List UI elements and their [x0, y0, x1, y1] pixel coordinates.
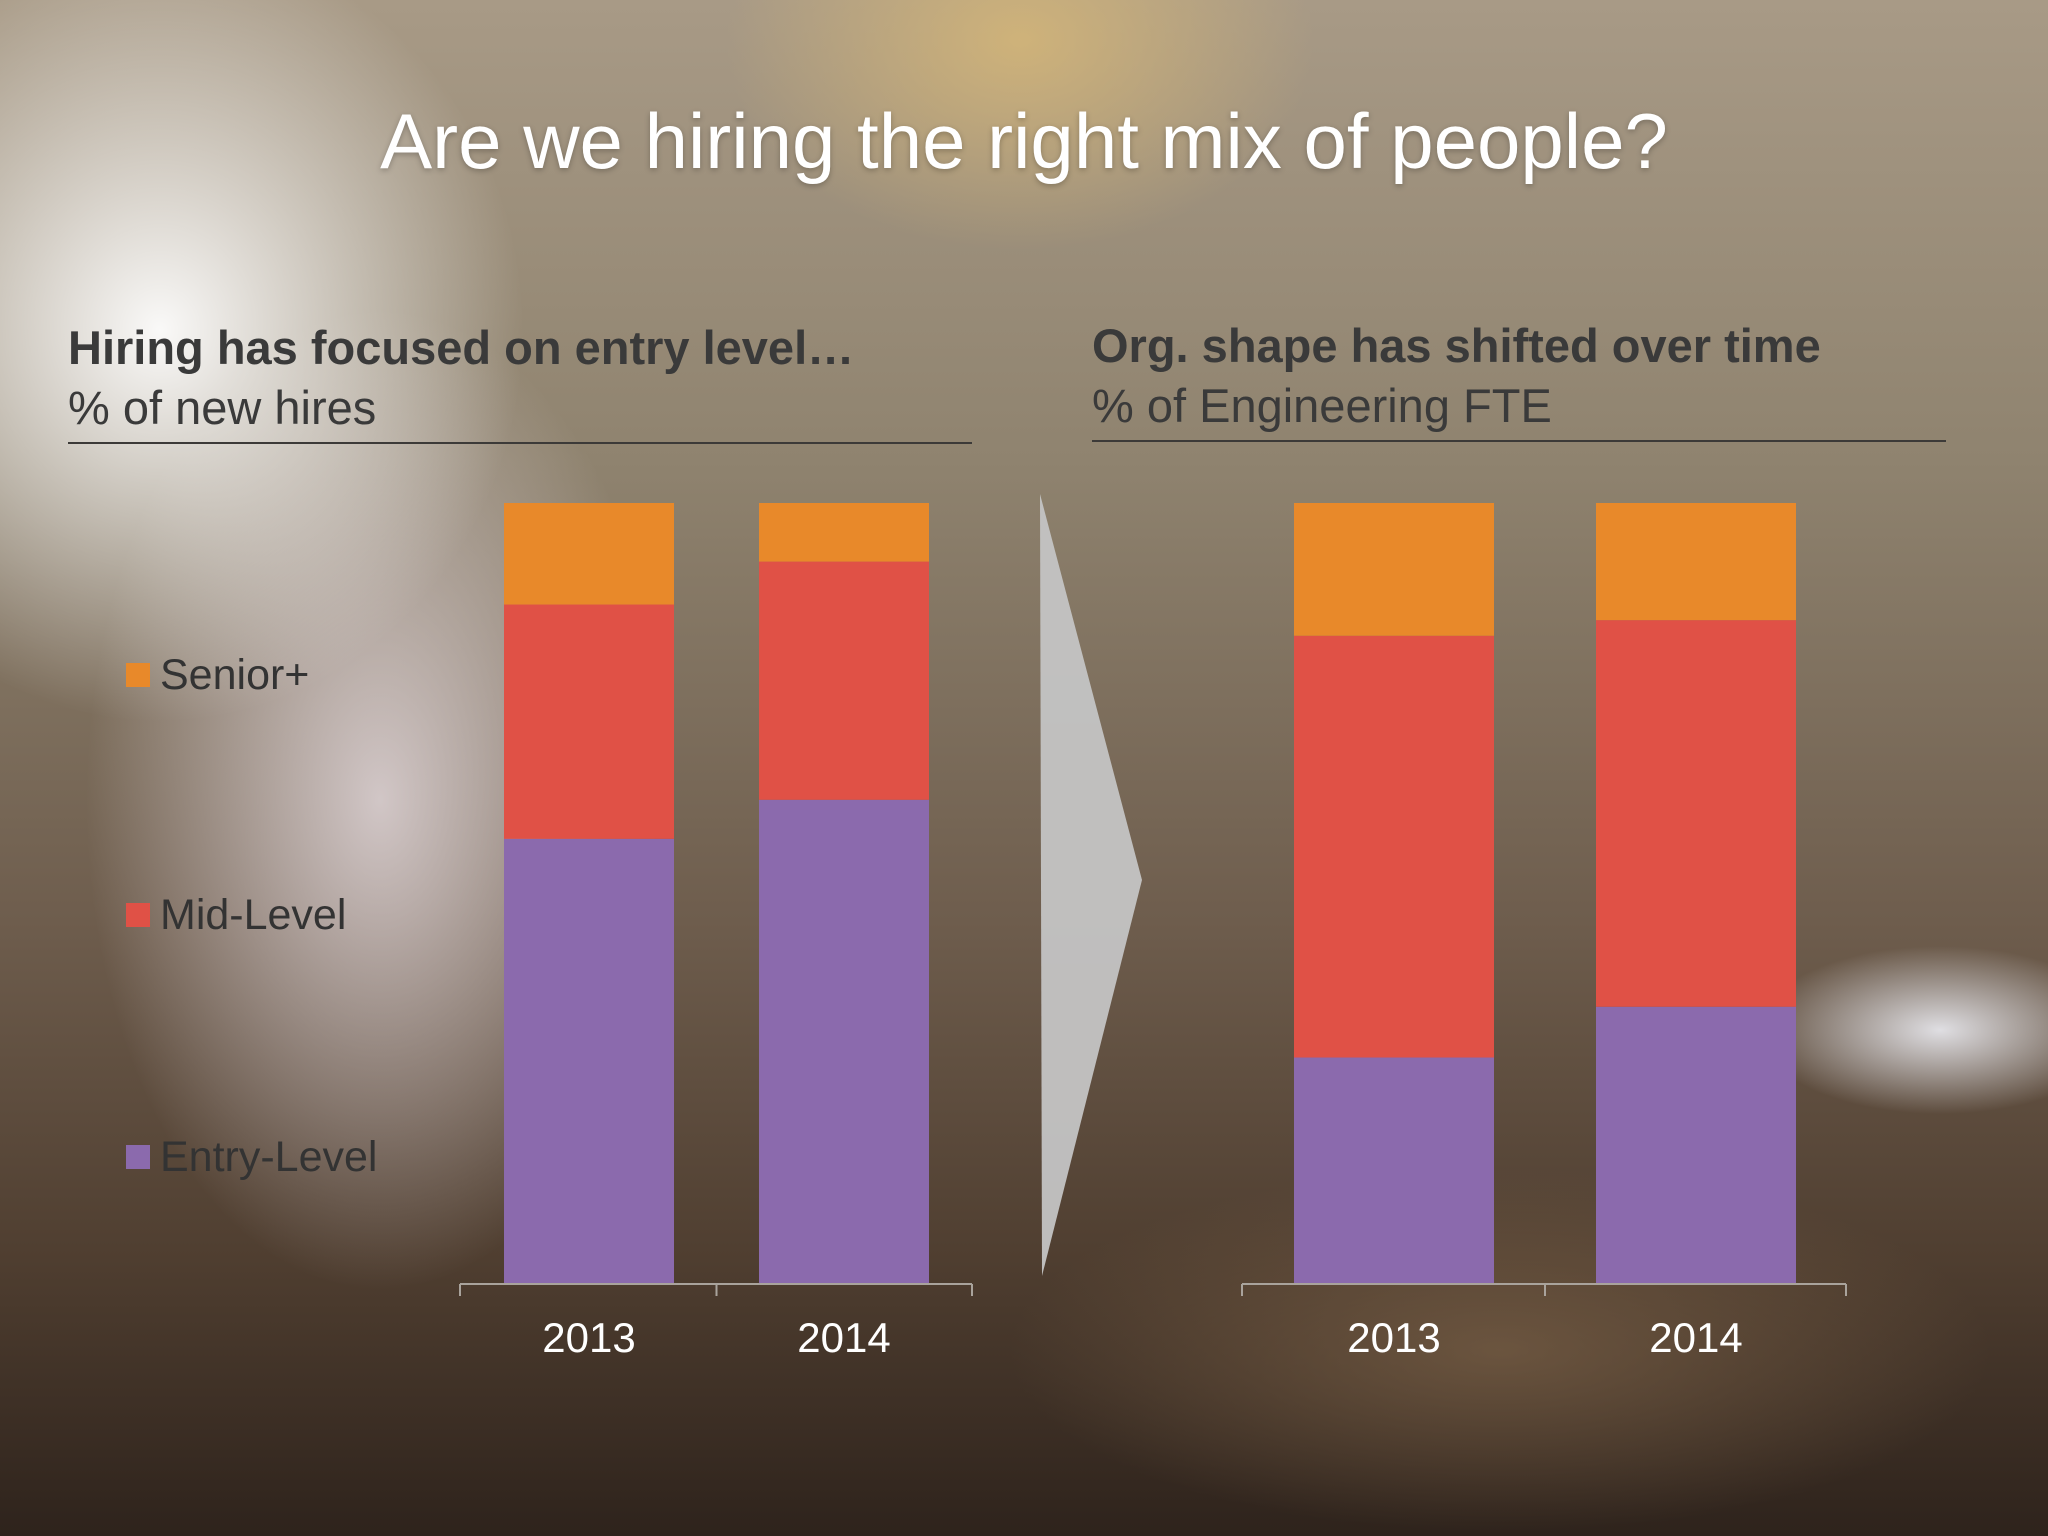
legend-item-senior: Senior+	[126, 650, 426, 700]
legend-label-entry: Entry-Level	[160, 1132, 378, 1181]
legend-swatch-entry	[126, 1145, 150, 1169]
right-panel-heading: Org. shape has shifted over time	[1092, 319, 1821, 372]
left-panel-subheading: % of new hires	[68, 381, 377, 434]
bar-segment-left-2014-mid-level	[759, 561, 929, 800]
slide-title: Are we hiring the right mix of people?	[380, 97, 1668, 185]
chevron-arrow-icon	[1040, 494, 1142, 1276]
x-tick-label-left-2013: 2013	[542, 1314, 635, 1361]
bar-segment-right-2013-mid-level	[1294, 635, 1494, 1058]
bar-segment-left-2013-mid-level	[504, 604, 674, 839]
bar-segment-left-2014-senior	[759, 503, 929, 562]
legend-swatch-mid	[126, 903, 150, 927]
legend-label-mid: Mid-Level	[160, 890, 347, 939]
bar-segment-left-2013-entry-level	[504, 838, 674, 1284]
bar-segment-left-2013-senior	[504, 503, 674, 605]
x-tick-label-left-2014: 2014	[797, 1314, 890, 1361]
bar-segment-right-2013-entry-level	[1294, 1057, 1494, 1284]
x-tick-label-right-2014: 2014	[1649, 1314, 1742, 1361]
bar-segment-right-2013-senior	[1294, 503, 1494, 636]
legend-item-entry: Entry-Level	[126, 1132, 426, 1182]
left-panel-heading: Hiring has focused on entry level…	[68, 321, 855, 374]
legend-label-senior: Senior+	[160, 650, 310, 699]
legend-swatch-senior	[126, 663, 150, 687]
right-panel-subheading: % of Engineering FTE	[1092, 379, 1552, 432]
left-panel-rule	[68, 442, 972, 444]
bar-segment-right-2014-mid-level	[1596, 620, 1796, 1007]
bar-segment-right-2014-senior	[1596, 503, 1796, 621]
x-tick-label-right-2013: 2013	[1347, 1314, 1440, 1361]
right-panel-header: Org. shape has shifted over time % of En…	[1092, 316, 1946, 442]
legend-item-mid: Mid-Level	[126, 890, 426, 940]
bar-segment-left-2014-entry-level	[759, 799, 929, 1284]
left-panel-header: Hiring has focused on entry level… % of …	[68, 318, 972, 444]
bar-segment-right-2014-entry-level	[1596, 1006, 1796, 1284]
right-panel-rule	[1092, 440, 1946, 442]
